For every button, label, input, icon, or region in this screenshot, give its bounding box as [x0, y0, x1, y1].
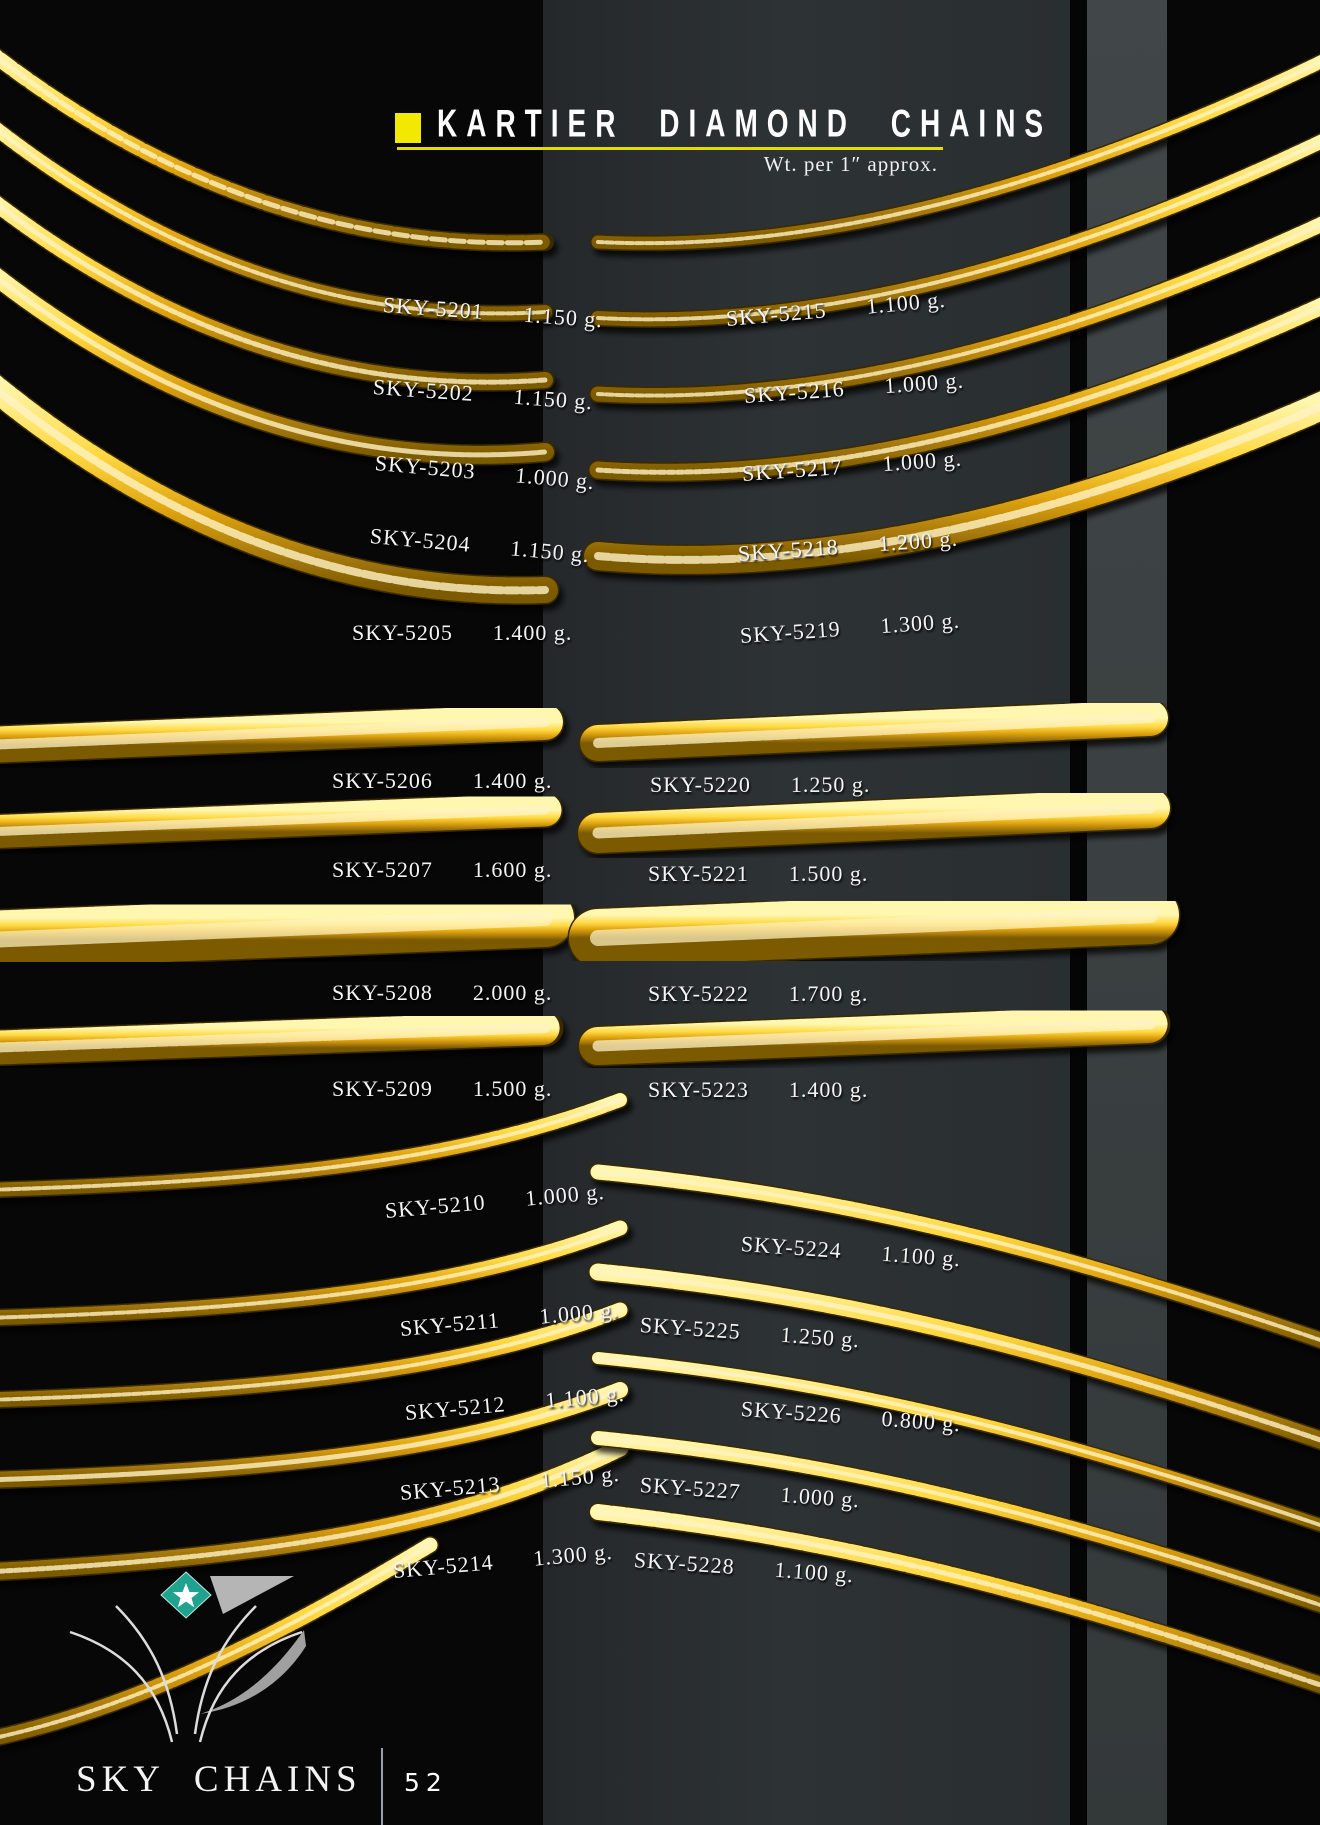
- gray-wing-shape: [210, 1576, 294, 1614]
- item-weight: 1.500 g.: [472, 1076, 553, 1101]
- accent-square: [395, 113, 421, 143]
- weight-note: Wt. per 1″ approx.: [763, 152, 938, 176]
- item-label: SKY-5222 1.700 g.: [648, 981, 868, 1007]
- item-label: SKY-5208 2.000 g.: [332, 980, 552, 1006]
- item-label: SKY-5206 1.400 g.: [332, 768, 552, 794]
- item-sku: SKY-5209: [332, 1076, 433, 1101]
- chain-photo: [0, 1028, 545, 1048]
- item-weight: 1.400 g.: [472, 768, 553, 793]
- item-weight: 1.100 g.: [880, 1240, 962, 1272]
- item-sku: SKY-5223: [648, 1077, 749, 1102]
- brand-name: SKY CHAINS: [76, 1759, 362, 1800]
- item-label: SKY-5220 1.250 g.: [650, 772, 870, 798]
- item-weight: 1.200 g.: [877, 525, 959, 557]
- page-number: 52: [404, 1768, 448, 1797]
- item-weight: 1.300 g.: [879, 607, 961, 639]
- item-sku: SKY-5205: [352, 620, 453, 645]
- chain-photo: [0, 380, 545, 590]
- chain-photo: [598, 1512, 1320, 1690]
- item-weight: 2.000 g.: [472, 980, 553, 1005]
- chain-photo: [0, 810, 545, 832]
- item-label: SKY-5207 1.600 g.: [332, 857, 552, 883]
- item-weight: 1.000 g.: [883, 367, 965, 399]
- chain-photo: [598, 718, 1150, 743]
- item-weight: 1.600 g.: [472, 857, 553, 882]
- item-weight: 1.250 g.: [779, 1321, 861, 1353]
- item-sku: SKY-5207: [332, 857, 433, 882]
- item-label: SKY-5209 1.500 g.: [332, 1076, 552, 1102]
- item-sku: SKY-5222: [648, 981, 749, 1006]
- item-sku: SKY-5208: [332, 980, 433, 1005]
- item-weight: 1.500 g.: [788, 861, 869, 886]
- item-weight: 1.250 g.: [790, 772, 871, 797]
- item-weight: 1.400 g.: [492, 620, 573, 645]
- item-weight: 0.800 g.: [880, 1405, 962, 1437]
- item-sku: SKY-5220: [650, 772, 751, 797]
- item-sku: SKY-5221: [648, 861, 749, 886]
- page-number-divider: [381, 1748, 383, 1825]
- chain-photo: [0, 918, 545, 940]
- item-label: SKY-5221 1.500 g.: [648, 861, 868, 887]
- item-label: SKY-5223 1.400 g.: [648, 1077, 868, 1103]
- star-icon: [173, 1583, 199, 1608]
- item-weight: 1.000 g.: [881, 445, 963, 477]
- page-title: KARTIER DIAMOND CHAINS: [437, 102, 1053, 145]
- item-weight: 1.150 g.: [512, 383, 594, 415]
- item-weight: 1.100 g.: [773, 1556, 855, 1588]
- item-weight: 1.000 g.: [779, 1481, 861, 1513]
- item-weight: 1.400 g.: [788, 1077, 869, 1102]
- chain-photo: [0, 195, 545, 382]
- item-label: SKY-5205 1.400 g.: [352, 620, 572, 646]
- item-weight: 1.700 g.: [788, 981, 869, 1006]
- chain-photo: [0, 268, 545, 455]
- item-weight: 1.150 g.: [522, 301, 604, 333]
- gray-swoosh-shape: [200, 1630, 306, 1714]
- chain-photo: [0, 1100, 620, 1190]
- brand-logo: [69, 1571, 306, 1743]
- chain-photo: [598, 1024, 1150, 1046]
- title-underline: [397, 147, 943, 150]
- chain-photo: [598, 808, 1150, 833]
- chain-photo: [598, 915, 1150, 938]
- logo-curves: [69, 1605, 303, 1743]
- chain-photo: [0, 722, 545, 745]
- item-sku: SKY-5206: [332, 768, 433, 793]
